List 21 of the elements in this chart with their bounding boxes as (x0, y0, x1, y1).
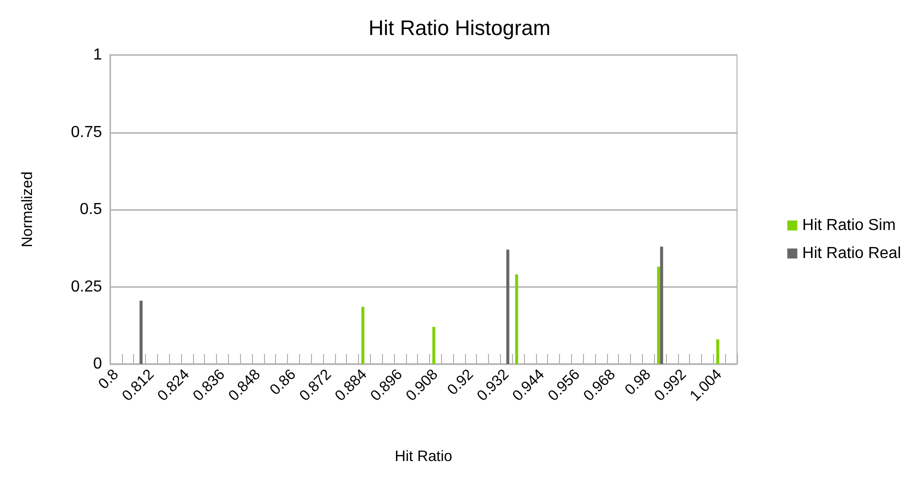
bar (361, 306, 364, 364)
chart-title: Hit Ratio Histogram (368, 17, 551, 40)
y-tick-label: 0.5 (80, 201, 102, 218)
bar (515, 274, 518, 364)
y-tick-label: 1 (93, 46, 102, 64)
x-tick-label: 0.86 (266, 366, 300, 399)
x-tick-label: 0.92 (444, 366, 477, 399)
y-axis-title: Normalized (19, 172, 36, 248)
x-tick-label: 0.98 (622, 366, 654, 399)
legend-label: Hit Ratio Sim (802, 217, 896, 234)
y-tick-label: 0.75 (70, 124, 102, 141)
bar (657, 266, 660, 364)
bar (140, 300, 143, 364)
bar (716, 339, 720, 364)
bar (660, 246, 664, 364)
legend-label: Hit Ratio Real (802, 245, 901, 262)
y-tick-label: 0 (93, 356, 102, 372)
y-tick-label: 0.25 (70, 278, 102, 296)
bar (506, 250, 510, 364)
bar (432, 326, 436, 364)
x-axis-title: Hit Ratio (394, 448, 452, 465)
